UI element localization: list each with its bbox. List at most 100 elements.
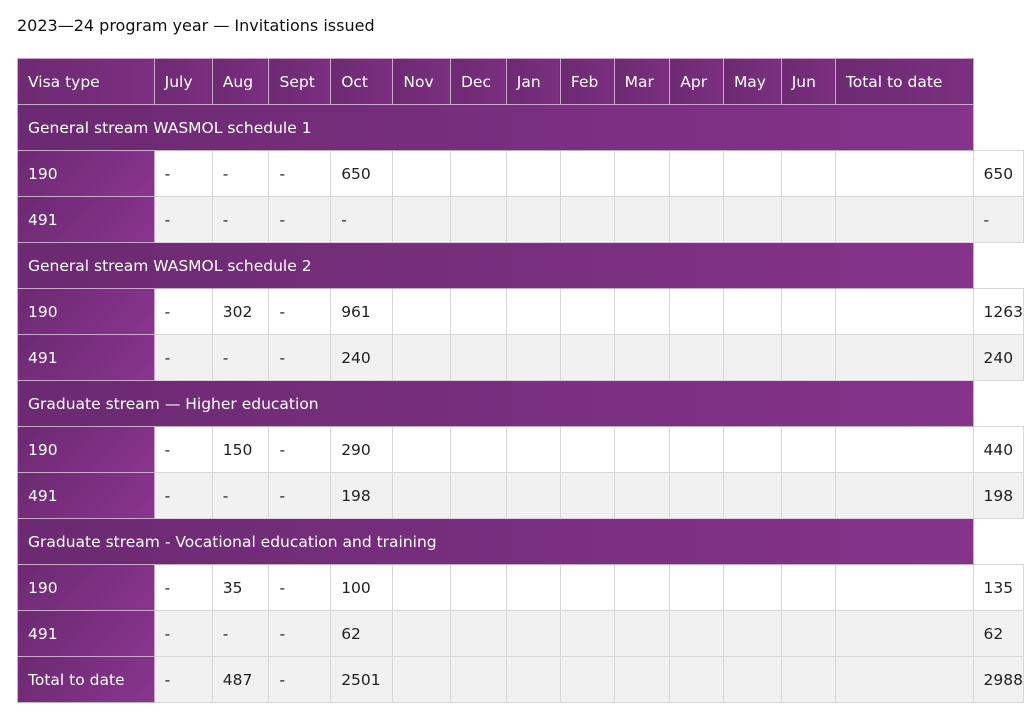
table-cell — [613, 334, 671, 381]
total-cell: 1263 — [972, 288, 1024, 335]
table-cell — [722, 564, 782, 611]
table-cell — [722, 334, 782, 381]
table-cell — [449, 472, 507, 519]
column-header: Jan — [505, 58, 561, 105]
table-cell — [392, 334, 451, 381]
row-label: 491 — [17, 472, 155, 519]
table-cell: 961 — [330, 288, 394, 335]
table-cell — [834, 334, 974, 381]
row-label: 491 — [17, 334, 155, 381]
table-cell — [669, 288, 724, 335]
invitations-table: Visa type July Aug Sept Oct Nov Dec Jan Feb Mar Ap… — [17, 58, 1024, 703]
table-cell — [505, 426, 561, 473]
section-title: General stream WASMOL schedule 2 — [17, 242, 974, 289]
table-cell — [780, 656, 836, 703]
table-cell: - — [268, 334, 332, 381]
section-header-row: General stream WASMOL schedule 2 — [17, 242, 1024, 289]
table-cell — [780, 334, 836, 381]
table-cell — [613, 610, 671, 657]
table-caption: 2023—24 program year — Invitations issue… — [17, 16, 375, 35]
total-cell: 198 — [972, 472, 1024, 519]
table-cell: - — [268, 656, 332, 703]
row-label: 491 — [17, 196, 155, 243]
table-cell — [834, 656, 974, 703]
table-cell — [722, 472, 782, 519]
section-header-row: General stream WASMOL schedule 1 — [17, 104, 1024, 151]
table-cell — [505, 288, 561, 335]
table-cell — [559, 426, 615, 473]
table-cell: - — [330, 196, 394, 243]
table-cell: - — [153, 610, 213, 657]
total-cell: 135 — [972, 564, 1024, 611]
table-cell: - — [153, 196, 213, 243]
table-cell — [780, 196, 836, 243]
column-header: Nov — [392, 58, 451, 105]
column-header: Total to date — [834, 58, 974, 105]
total-cell: 2988 — [972, 656, 1024, 703]
table-cell — [559, 610, 615, 657]
table-cell: 290 — [330, 426, 394, 473]
row-label: 190 — [17, 426, 155, 473]
column-header: July — [153, 58, 213, 105]
table-cell — [505, 564, 561, 611]
table-cell: - — [268, 564, 332, 611]
table-row: 190-302-961 1263 — [17, 288, 1024, 335]
table-cell: 302 — [211, 288, 270, 335]
table-cell — [613, 426, 671, 473]
table-cell — [780, 288, 836, 335]
table-cell: - — [153, 564, 213, 611]
table-cell: 2501 — [330, 656, 394, 703]
total-cell: 650 — [972, 150, 1024, 197]
table-cell: - — [268, 472, 332, 519]
column-header: Dec — [449, 58, 507, 105]
total-cell: - — [972, 196, 1024, 243]
table-cell — [669, 426, 724, 473]
section-header-row: Graduate stream — Higher education — [17, 380, 1024, 427]
row-label: 190 — [17, 150, 155, 197]
table-row: 491- - -240 240 — [17, 334, 1024, 381]
table-cell: - — [211, 334, 270, 381]
table-cell: 100 — [330, 564, 394, 611]
table-cell — [392, 472, 451, 519]
table-row: 491- - -62 62 — [17, 610, 1024, 657]
table-cell — [780, 564, 836, 611]
table-row: 190-150-290 440 — [17, 426, 1024, 473]
table-cell — [449, 288, 507, 335]
table-cell — [449, 334, 507, 381]
table-cell — [722, 610, 782, 657]
table-cell — [559, 472, 615, 519]
table-cell — [392, 150, 451, 197]
table-cell — [669, 196, 724, 243]
table-cell — [559, 288, 615, 335]
table-cell — [392, 426, 451, 473]
table-cell — [722, 426, 782, 473]
table-cell — [613, 196, 671, 243]
total-cell: 440 — [972, 426, 1024, 473]
column-header: May — [722, 58, 782, 105]
table-cell — [449, 426, 507, 473]
table-cell — [392, 288, 451, 335]
column-header: Jun — [780, 58, 836, 105]
table-row: 491- - -198 198 — [17, 472, 1024, 519]
table-cell — [669, 334, 724, 381]
table-cell: - — [268, 288, 332, 335]
table-cell: - — [268, 150, 332, 197]
table-cell — [559, 196, 615, 243]
column-header: Sept — [268, 58, 332, 105]
table-cell — [449, 656, 507, 703]
table-cell — [449, 564, 507, 611]
row-label: 190 — [17, 564, 155, 611]
table-cell — [559, 334, 615, 381]
table-cell — [505, 334, 561, 381]
table-cell — [780, 610, 836, 657]
table-cell — [780, 150, 836, 197]
table-cell — [613, 472, 671, 519]
column-header: Feb — [559, 58, 615, 105]
column-header: Visa type — [17, 58, 155, 105]
table-cell — [559, 150, 615, 197]
table-cell — [722, 656, 782, 703]
table-cell — [392, 610, 451, 657]
total-cell: 240 — [972, 334, 1024, 381]
table-cell: - — [211, 610, 270, 657]
table-cell — [613, 656, 671, 703]
